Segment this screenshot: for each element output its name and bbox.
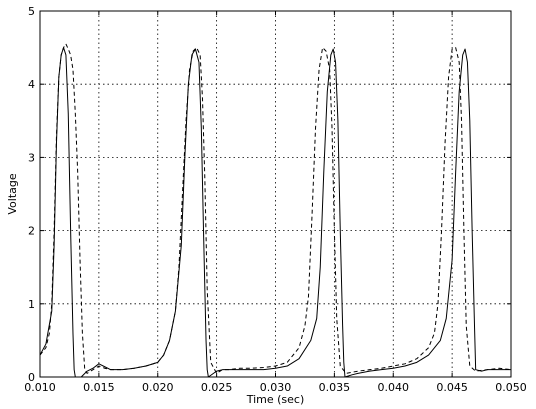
x-tick-label: 0.030 (260, 381, 292, 394)
x-tick-label: 0.010 (24, 381, 56, 394)
x-tick-label: 0.020 (142, 381, 174, 394)
axis-ticks: 0.010 0.015 0.020 0.025 0.030 0.035 0.040 0.045… (24, 5, 527, 394)
y-tick-label: 2 (28, 225, 35, 238)
grid-lines (40, 11, 511, 377)
x-tick-label: 0.045 (436, 381, 468, 394)
dashed-series-line (39, 43, 512, 374)
y-tick-label: 0 (28, 371, 35, 384)
x-tick-label: 0.015 (83, 381, 115, 394)
y-axis-label: Voltage (6, 173, 19, 214)
x-tick-label: 0.025 (201, 381, 233, 394)
x-tick-label: 0.050 (495, 381, 527, 394)
x-tick-label: 0.035 (319, 381, 351, 394)
y-tick-label: 1 (28, 298, 35, 311)
y-tick-label: 5 (28, 5, 35, 18)
y-tick-label: 3 (28, 151, 35, 164)
y-tick-label: 4 (28, 78, 35, 91)
x-axis-label: Time (sec) (246, 393, 305, 406)
x-tick-label: 0.040 (378, 381, 410, 394)
